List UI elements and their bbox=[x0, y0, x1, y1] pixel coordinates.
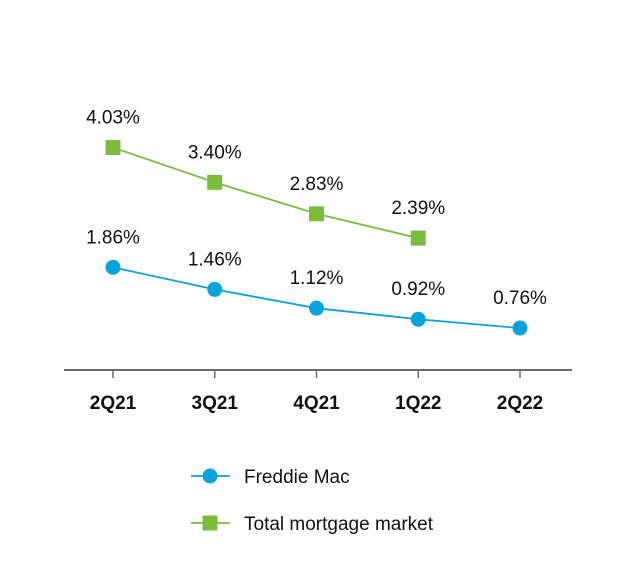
data-point bbox=[309, 300, 324, 316]
data-point bbox=[410, 311, 426, 327]
x-tick-label: 2Q21 bbox=[90, 393, 137, 414]
data-label: 1.46% bbox=[188, 249, 242, 270]
data-label: 1.86% bbox=[86, 227, 140, 248]
x-tick-label: 1Q22 bbox=[395, 393, 441, 414]
x-axis: 2Q21 3Q21 4Q21 1Q22 2Q22 bbox=[64, 369, 572, 414]
legend-marker bbox=[202, 468, 218, 484]
data-point bbox=[512, 320, 528, 336]
data-point bbox=[207, 281, 223, 297]
data-label: 3.40% bbox=[188, 142, 242, 163]
data-point bbox=[105, 140, 121, 156]
data-label: 1.12% bbox=[290, 268, 344, 289]
x-tick-label: 4Q21 bbox=[293, 393, 340, 414]
data-label: 0.92% bbox=[391, 279, 445, 300]
legend-label: Total mortgage market bbox=[244, 514, 434, 535]
series-line bbox=[112, 146, 419, 239]
legend-marker bbox=[202, 515, 218, 531]
x-tick-label: 3Q21 bbox=[192, 393, 239, 414]
data-point bbox=[410, 230, 426, 246]
x-tick-label: 2Q22 bbox=[497, 393, 543, 414]
data-point bbox=[309, 206, 324, 222]
legend: Freddie Mac Total mortgage market bbox=[191, 467, 434, 535]
data-label: 4.03% bbox=[86, 108, 140, 129]
data-point bbox=[105, 259, 121, 275]
legend-label: Freddie Mac bbox=[244, 467, 350, 488]
plot-area: 1.86% 1.46% 1.12% 0.92% 0.76% 4.03% 3.40% 2.83%… bbox=[86, 108, 547, 336]
data-label: 0.76% bbox=[493, 288, 547, 309]
data-label: 2.83% bbox=[290, 174, 344, 195]
data-point bbox=[207, 174, 223, 190]
data-label: 2.39% bbox=[391, 198, 445, 219]
